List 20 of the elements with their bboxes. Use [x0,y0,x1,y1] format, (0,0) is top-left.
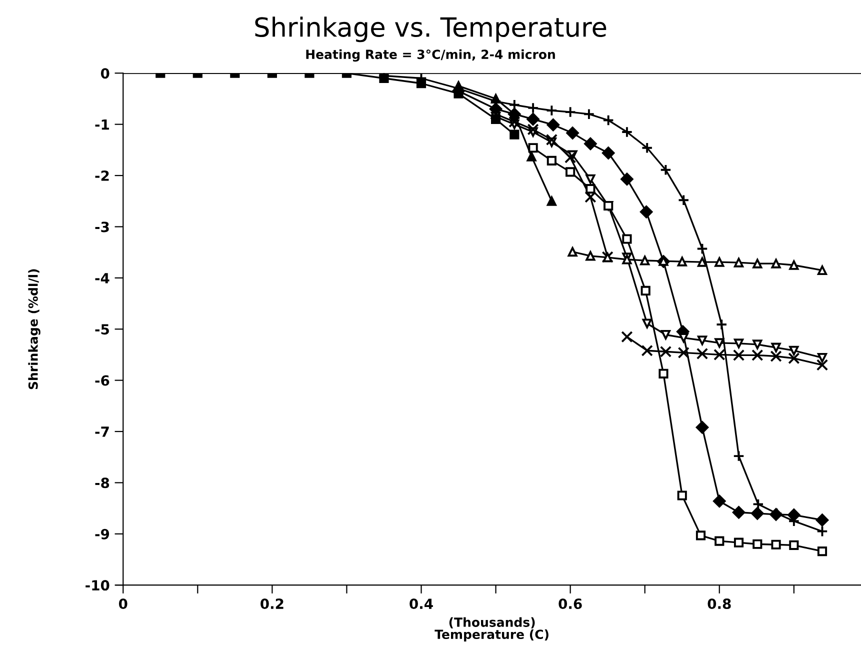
x-tick-label: 0.6 [558,598,582,610]
y-tick-label: -6 [95,375,110,386]
chart-title: Shrinkage vs. Temperature [255,16,606,42]
x-tick-label: 0 [118,598,128,610]
y-tick-label: 0 [100,68,110,79]
y-tick-label: -3 [95,222,109,232]
y-tick-label: -2 [95,170,109,181]
chart-subtitle: Heating Rate = 3°C/min, 2-4 micron [306,49,555,62]
y-tick-label: -4 [95,273,110,284]
x-axis-title: (Thousands) Temperature (C) [434,617,548,642]
y-tick-label: -1 [95,119,109,130]
x-tick-label: 0.2 [260,598,284,610]
y-axis-title: Shrinkage (%dl/l) [28,269,40,390]
y-tick-label: -5 [95,324,109,335]
y-tick-label: -8 [95,478,110,488]
y-tick-label: -9 [95,528,110,540]
x-tick-label: 0.4 [410,598,433,610]
y-tick-label: -7 [95,426,109,437]
y-tick-label: -10 [86,580,110,591]
x-tick-label: 0.8 [708,598,731,610]
